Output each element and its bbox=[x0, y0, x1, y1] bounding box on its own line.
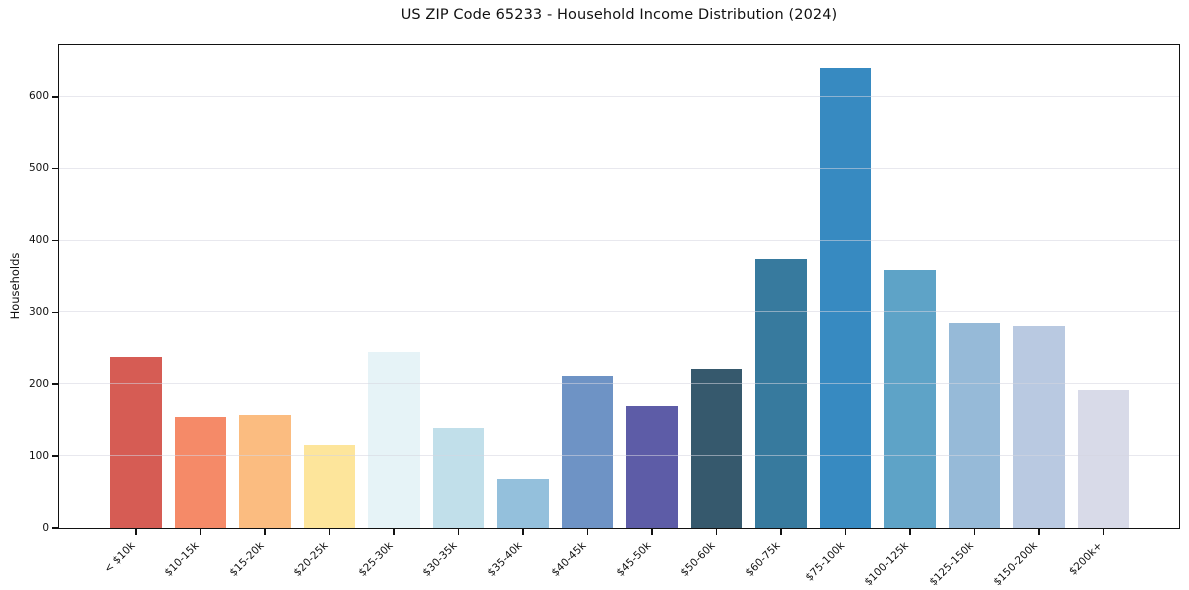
x-tick-mark bbox=[586, 529, 589, 535]
y-tick-mark bbox=[52, 311, 58, 314]
x-tick-mark bbox=[328, 529, 331, 535]
x-tick-label: $40-45k bbox=[549, 539, 589, 579]
bar-$100-125k bbox=[884, 269, 936, 528]
x-tick-label: $125-150k bbox=[927, 539, 976, 589]
bar-$20-25k bbox=[303, 445, 356, 528]
x-tick-label: $45-50k bbox=[614, 539, 654, 579]
y-tick-mark bbox=[52, 167, 58, 170]
plot-area bbox=[58, 44, 1180, 529]
x-tick-label: $35-40k bbox=[485, 539, 525, 579]
x-tick-mark bbox=[264, 529, 266, 535]
x-tick-label: $30-35k bbox=[420, 539, 460, 579]
y-tick-label: 400 bbox=[28, 234, 49, 246]
bar-$150-200k bbox=[1013, 326, 1065, 528]
bar-$15-20k bbox=[239, 415, 291, 528]
x-tick-mark bbox=[715, 529, 718, 535]
x-tick-mark bbox=[135, 529, 137, 535]
gridline-300 bbox=[59, 311, 1179, 313]
bar-$35-40k bbox=[497, 479, 549, 528]
x-tick-label: $10-15k bbox=[162, 539, 202, 579]
x-tick-label: $100-125k bbox=[862, 539, 912, 589]
x-tick-mark bbox=[393, 529, 395, 535]
x-tick-mark bbox=[1102, 529, 1105, 535]
x-tick-mark bbox=[199, 529, 202, 535]
gridline-600 bbox=[59, 95, 1179, 97]
x-tick-mark bbox=[1038, 529, 1040, 535]
x-tick-label: $200k+ bbox=[1066, 539, 1105, 578]
bar-$50-60k bbox=[690, 369, 743, 528]
x-tick-label: $50-60k bbox=[678, 539, 718, 579]
bar-$60-75k bbox=[755, 259, 807, 528]
gridline-400 bbox=[59, 239, 1179, 241]
x-tick-mark bbox=[973, 529, 976, 535]
bar-$200k+ bbox=[1077, 390, 1130, 528]
x-tick-label: $15-20k bbox=[227, 539, 267, 579]
bar-< $10k bbox=[110, 356, 162, 528]
y-tick-label: 0 bbox=[42, 521, 49, 534]
chart-title: US ZIP Code 65233 - Household Income Dis… bbox=[400, 7, 838, 23]
x-tick-mark bbox=[844, 529, 847, 535]
gridline-500 bbox=[59, 167, 1179, 169]
bar-$10-15k bbox=[174, 416, 227, 528]
x-tick-mark bbox=[457, 529, 460, 535]
gridline-100 bbox=[59, 455, 1179, 457]
bar-$40-45k bbox=[561, 376, 614, 528]
x-tick-mark bbox=[909, 529, 911, 535]
x-tick-label: $20-25k bbox=[291, 539, 331, 579]
x-tick-label: $60-75k bbox=[743, 539, 783, 579]
y-tick-label: 500 bbox=[28, 162, 49, 175]
y-tick-mark bbox=[52, 239, 58, 242]
bar-$45-50k bbox=[626, 405, 678, 528]
x-tick-label: < $10k bbox=[101, 539, 138, 576]
bar-$75-100k bbox=[819, 68, 872, 528]
y-tick-mark bbox=[52, 383, 58, 386]
x-tick-label: $150-200k bbox=[991, 539, 1041, 589]
y-tick-label: 100 bbox=[28, 449, 49, 462]
y-tick-label: 200 bbox=[28, 377, 49, 390]
y-tick-label: 300 bbox=[28, 305, 49, 318]
gridline-200 bbox=[59, 383, 1179, 385]
bar-$30-35k bbox=[432, 428, 485, 528]
bar-$25-30k bbox=[368, 351, 420, 528]
y-tick-mark bbox=[52, 527, 58, 529]
bar-$125-150k bbox=[948, 323, 1001, 528]
y-tick-mark bbox=[52, 455, 58, 457]
x-tick-mark bbox=[780, 529, 782, 535]
y-tick-label: 600 bbox=[28, 90, 49, 103]
x-tick-mark bbox=[651, 529, 653, 535]
x-tick-mark bbox=[522, 529, 524, 535]
x-tick-label: $25-30k bbox=[356, 539, 396, 579]
y-tick-mark bbox=[52, 95, 58, 98]
x-tick-label: $75-100k bbox=[802, 539, 847, 584]
